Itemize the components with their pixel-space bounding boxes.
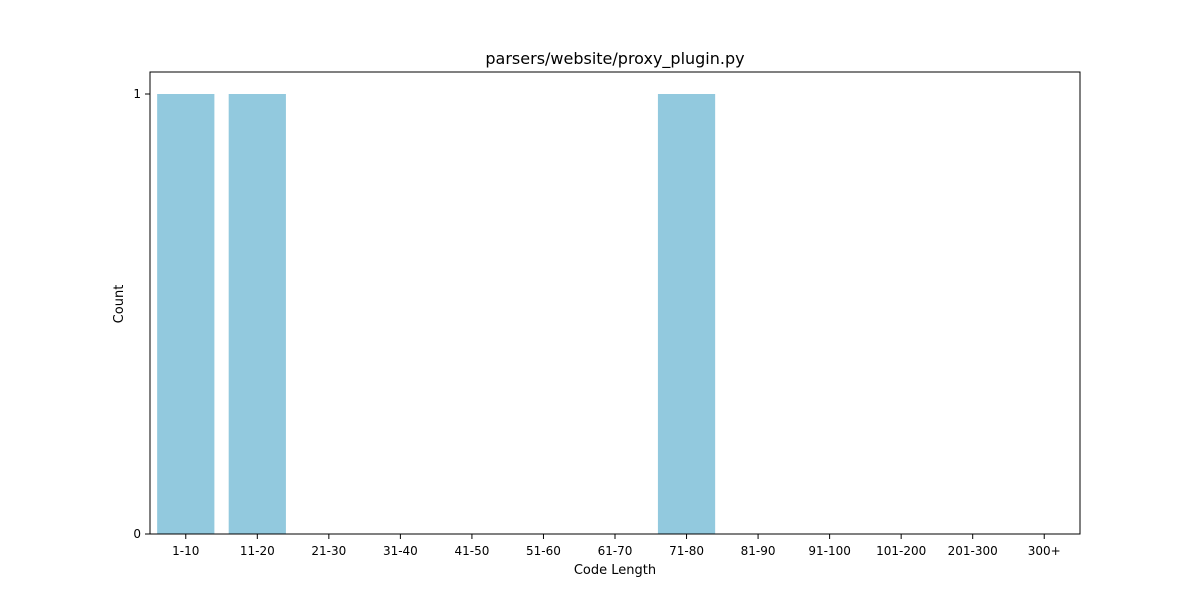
chart-title: parsers/website/proxy_plugin.py xyxy=(485,49,744,69)
x-tick-label: 81-90 xyxy=(741,544,776,558)
plot-frame xyxy=(149,71,1081,535)
x-tick-label: 21-30 xyxy=(311,544,346,558)
x-axis: 1-10 11-20 21-30 31-40 41-50 51-60 61-70 71-80 8… xyxy=(172,534,1061,558)
x-tick-label: 1-10 xyxy=(172,544,199,558)
y-tick-label: 1 xyxy=(133,87,141,101)
y-tick-label: 0 xyxy=(133,527,141,541)
x-tick-label: 61-70 xyxy=(598,544,633,558)
x-tick-label: 91-100 xyxy=(808,544,851,558)
x-tick-label: 101-200 xyxy=(876,544,926,558)
x-tick-label: 71-80 xyxy=(669,544,704,558)
x-tick-label: 41-50 xyxy=(454,544,489,558)
x-tick-label: 51-60 xyxy=(526,544,561,558)
x-axis-label: Code Length xyxy=(574,563,656,578)
y-axis-label: Count xyxy=(112,285,127,324)
x-tick-label: 201-300 xyxy=(948,544,998,558)
x-tick-label: 300+ xyxy=(1028,544,1061,558)
bar-1-10 xyxy=(157,94,215,534)
bars xyxy=(157,94,716,534)
x-tick-label: 11-20 xyxy=(240,544,275,558)
x-tick-label: 31-40 xyxy=(383,544,418,558)
bar-71-80 xyxy=(657,94,716,534)
bar-11-20 xyxy=(228,94,286,534)
y-axis: 01 xyxy=(133,87,150,541)
